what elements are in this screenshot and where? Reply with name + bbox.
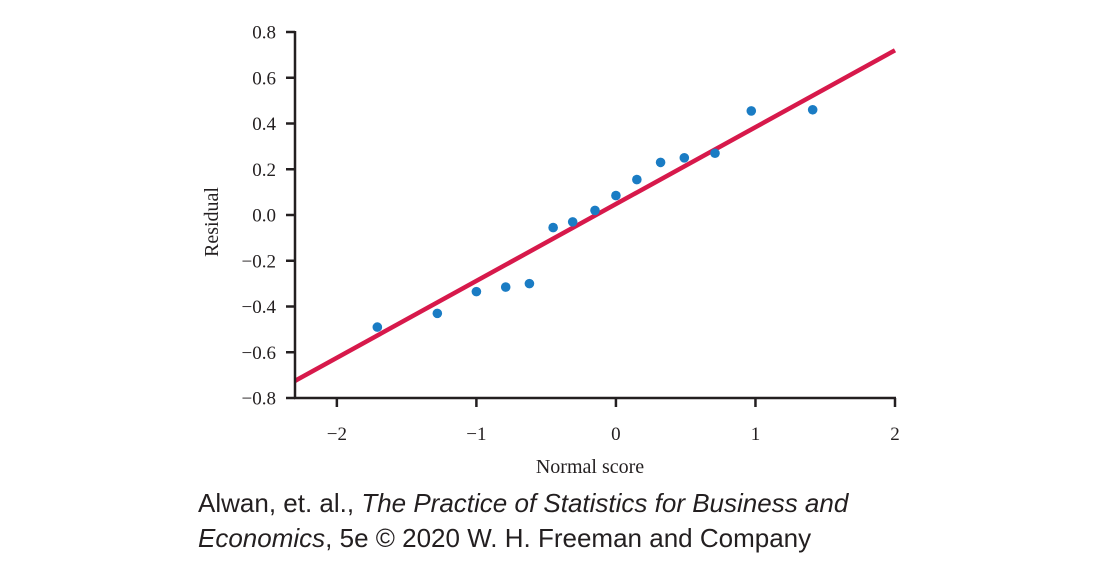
x-ticks: −2 −1 0 1 2 (327, 398, 900, 445)
credit-title-part-2: Economics (198, 523, 326, 553)
credit-title-part-1: The Practice of Statistics for Business … (361, 488, 849, 518)
figure-credit: Alwan, et. al., The Practice of Statisti… (198, 486, 1078, 556)
data-point (679, 153, 690, 163)
data-point (432, 308, 443, 319)
y-tick-label: 0.0 (252, 206, 276, 227)
x-tick-label: 0 (611, 424, 621, 445)
normal-probability-plot: 0.80.60.40.20.0−0.2−0.4−0.6−0.8 −2 −1 0 1 2 … (201, 23, 900, 479)
data-point (500, 282, 511, 292)
credit-line-2: Economics, 5e © 2020 W. H. Freeman and C… (198, 521, 1078, 556)
y-ticks: 0.8 0.6 0.4 0.2 0.0 −0.2 −0.4 −0.6 −0.8 (242, 23, 295, 410)
data-point (567, 217, 578, 227)
data-point (655, 157, 666, 168)
y-axis-title: Residual (201, 187, 223, 257)
x-tick-label: 2 (890, 424, 900, 445)
credit-line-1: Alwan, et. al., The Practice of Statisti… (198, 486, 1078, 521)
y-tick-label: 0.4 (252, 114, 276, 135)
data-point (372, 322, 383, 332)
y-tick-label: 0.8 (252, 23, 276, 44)
x-tick-label: −2 (327, 424, 347, 445)
data-point (746, 106, 757, 116)
data-point (548, 222, 558, 233)
y-tick-label: −0.2 (242, 251, 276, 272)
credit-edition-copyright: , 5e © 2020 W. H. Freeman and Company (325, 523, 812, 553)
data-point (710, 148, 720, 159)
data-point (807, 104, 818, 115)
plot-area (293, 48, 897, 383)
credit-authors: Alwan, et. al., (198, 488, 362, 518)
y-tick-label: −0.6 (242, 343, 276, 364)
x-tick-label: −1 (466, 424, 486, 445)
y-tick-label: 0.2 (252, 160, 276, 181)
data-point (471, 286, 482, 297)
data-point (524, 278, 535, 289)
y-tick-label: −0.4 (242, 297, 277, 318)
data-point (590, 205, 600, 216)
x-tick-label: 1 (751, 424, 761, 445)
y-tick-label: −0.8 (242, 389, 276, 410)
x-axis-title: Normal score (536, 456, 644, 478)
y-tick-label: 0.6 (252, 68, 276, 89)
data-point (632, 174, 642, 185)
data-point (611, 190, 621, 201)
fitted-line (293, 48, 897, 383)
